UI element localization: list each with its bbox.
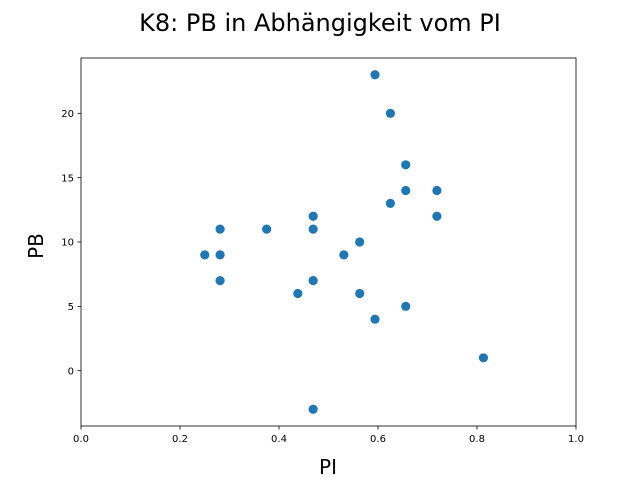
plot-area: 0.0 0.2 0.4 0.6 0.8 1.0 0 5 10 15 20 — [61, 57, 584, 445]
data-point — [215, 250, 225, 260]
data-point — [200, 250, 210, 260]
data-point — [401, 301, 411, 311]
x-axis-ticks: 0.0 0.2 0.4 0.6 0.8 1.0 — [73, 426, 584, 445]
x-tick-label: 0.0 — [73, 434, 89, 445]
data-point — [355, 288, 365, 299]
data-point — [432, 211, 442, 221]
data-point — [293, 288, 303, 299]
data-point — [308, 404, 318, 414]
x-tick-label: 1.0 — [568, 434, 584, 445]
data-point — [478, 353, 489, 363]
y-axis-label: PB — [24, 233, 48, 259]
y-tick-label: 5 — [68, 302, 74, 313]
y-axis-ticks: 0 5 10 15 20 — [61, 109, 81, 377]
data-point — [401, 185, 411, 196]
x-tick-label: 0.8 — [469, 434, 485, 445]
data-point — [432, 185, 442, 196]
x-tick-label: 0.6 — [370, 434, 386, 445]
data-points — [200, 70, 489, 414]
chart-title: K8: PB in Abhängigkeit vom PI — [139, 9, 501, 37]
data-point — [308, 276, 318, 286]
data-point — [370, 314, 380, 324]
data-point — [308, 211, 318, 221]
data-point — [385, 198, 395, 208]
data-point — [215, 276, 225, 286]
data-point — [401, 160, 411, 170]
y-tick-label: 20 — [61, 109, 74, 120]
data-point — [339, 250, 349, 260]
data-point — [385, 108, 395, 118]
x-tick-label: 0.2 — [172, 434, 188, 445]
data-point — [308, 224, 318, 234]
y-tick-label: 10 — [61, 238, 74, 249]
data-point — [215, 224, 225, 234]
plot-frame — [80, 57, 577, 427]
x-tick-label: 0.4 — [271, 434, 287, 445]
y-tick-label: 0 — [68, 366, 74, 377]
x-axis-label: PI — [319, 455, 337, 479]
data-point — [262, 224, 272, 234]
data-point — [370, 70, 380, 80]
y-tick-label: 15 — [61, 173, 74, 184]
data-point — [355, 237, 365, 247]
